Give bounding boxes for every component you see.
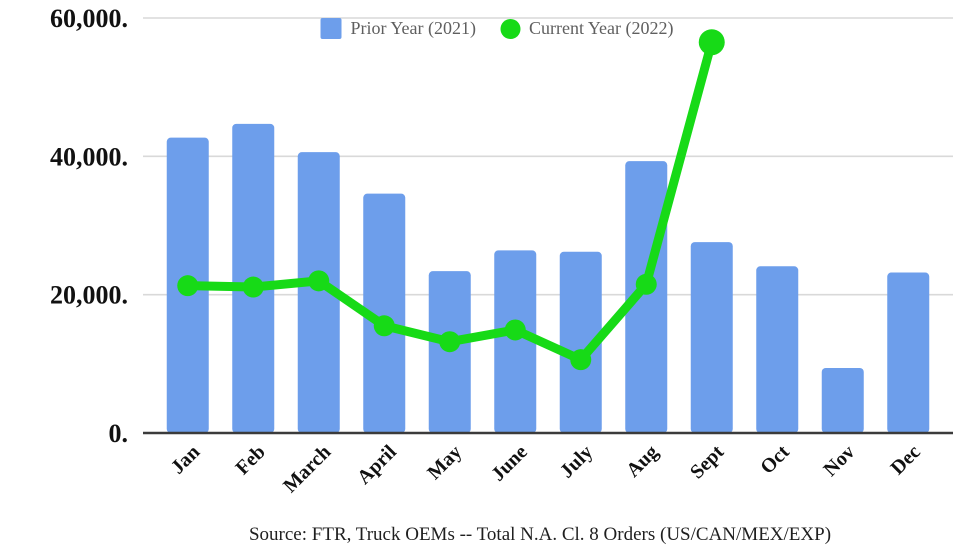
point-Jan[interactable] [177,275,199,297]
x-axis-label-Oct: Oct [756,441,794,479]
x-axis-label-Feb: Feb [231,441,269,479]
source-caption: Source: FTR, Truck OEMs -- Total N.A. Cl… [248,524,832,545]
bar-Oct[interactable] [756,266,799,433]
bar-April[interactable] [363,193,406,433]
point-April[interactable] [373,315,395,337]
point-Feb[interactable] [242,276,264,298]
legend: Prior Year (2021) Current Year (2022) [320,18,673,39]
point-June[interactable] [504,319,526,341]
point-May[interactable] [439,331,461,353]
x-axis-label-April: April [353,441,401,489]
x-axis-label-Dec: Dec [886,441,924,479]
y-axis-label-0: 0. [109,419,129,448]
y-axis-label-40000: 40,000. [50,142,128,171]
y-axis-label-60000: 60,000. [50,4,128,33]
x-axis-label-March: March [279,441,335,497]
x-axis-label-Jan: Jan [167,441,205,479]
x-axis-label-June: June [487,441,532,486]
point-July[interactable] [570,349,592,371]
bar-swatch-icon [320,18,342,39]
point-Aug[interactable] [635,273,657,295]
x-axis-label-Nov: Nov [819,441,859,481]
point-swatch-icon [500,18,521,39]
x-axis-label-Aug: Aug [622,441,663,482]
legend-label-prior-year: Prior Year (2021) [350,18,477,38]
legend-label-current-year: Current Year (2022) [529,18,674,38]
x-axis-label-July: July [556,441,597,482]
legend-item-prior-year[interactable]: Prior Year (2021) [320,18,477,39]
bar-June[interactable] [494,250,537,433]
point-Sept[interactable] [698,29,725,56]
point-March[interactable] [308,270,330,292]
bar-Sept[interactable] [690,242,733,433]
legend-item-current-year[interactable]: Current Year (2022) [500,18,673,39]
x-axis-label-May: May [423,441,466,484]
x-axis-label-Sept: Sept [686,441,729,484]
bar-Dec[interactable] [887,272,930,433]
bar-Nov[interactable] [821,367,864,433]
bar-March[interactable] [297,152,340,433]
y-axis-label-20000: 20,000. [50,281,128,310]
bar-July[interactable] [559,251,602,433]
